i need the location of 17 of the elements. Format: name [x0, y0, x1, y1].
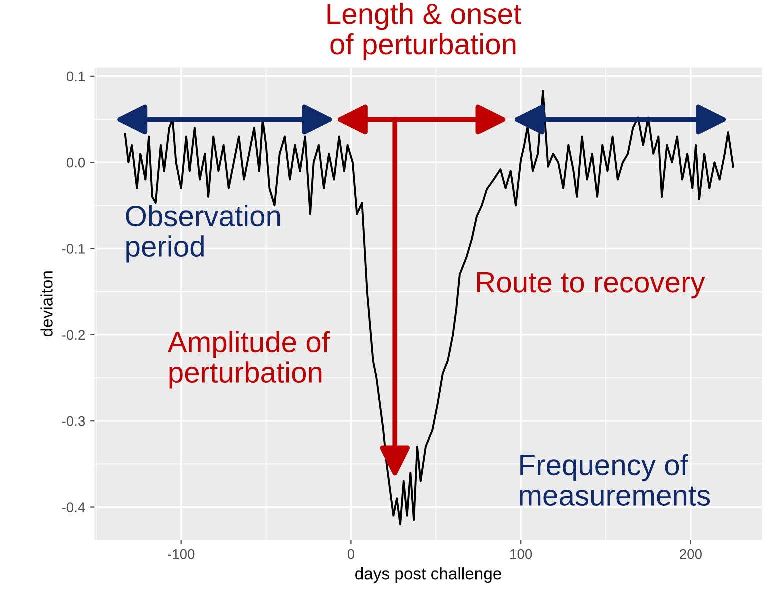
- x-axis-title: days post challenge: [356, 568, 502, 584]
- x-tick-label: 200: [680, 549, 702, 560]
- annotation: Frequency of measurements: [520, 454, 710, 506]
- y-tick-label: -0.3: [62, 416, 86, 426]
- annotation: Amplitude of perturbation: [168, 331, 330, 389]
- y-tick-label: -0.1: [62, 244, 86, 254]
- text: Length & onset of perturbation: [328, 3, 522, 61]
- y-tick-label: -0.4: [62, 502, 86, 512]
- y-tick-label: -0.2: [62, 330, 85, 340]
- annotation: Observation period: [126, 205, 280, 263]
- x-tick-label: -100: [168, 549, 195, 560]
- y-axis-title: deviaiton: [40, 272, 53, 337]
- x-tick-label: 0: [348, 549, 355, 560]
- annotation: Route to recovery: [477, 272, 706, 299]
- y-tick-label: 0.1: [66, 72, 86, 82]
- y-tick-label: 0.0: [66, 158, 86, 168]
- x-tick-label: 100: [510, 549, 532, 560]
